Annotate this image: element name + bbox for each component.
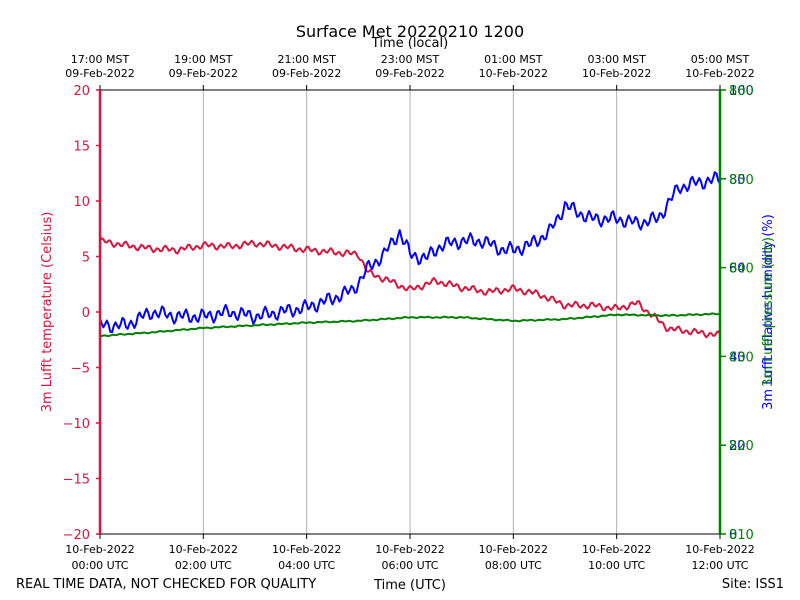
bottom-tick-date: 10-Feb-2022	[272, 543, 341, 556]
series-layer	[99, 171, 721, 339]
right-tick-label-humidity: 20	[729, 439, 746, 454]
right-tick-label-pressure: 840	[729, 262, 754, 277]
series-line-pressure	[99, 312, 721, 338]
bottom-tick-time: 00:00 UTC	[71, 559, 128, 572]
top-tick-time: 05:00 MST	[691, 53, 750, 66]
right-axis-label-pressure: 3m Lufft pressure (mb)	[761, 237, 776, 387]
top-tick-date: 09-Feb-2022	[375, 67, 444, 80]
vertical-gridlines	[202, 90, 618, 534]
bottom-tick-date: 10-Feb-2022	[65, 543, 134, 556]
top-tick-time: 21:00 MST	[277, 53, 336, 66]
bottom-tick-time: 02:00 UTC	[175, 559, 232, 572]
left-tick-label: 15	[73, 140, 90, 155]
left-axis-label: 3m Lufft temperature (Celsius)	[40, 212, 55, 413]
bottom-tick-time: 04:00 UTC	[278, 559, 335, 572]
bottom-tick-date: 10-Feb-2022	[685, 543, 754, 556]
left-tick-label: 10	[73, 195, 90, 210]
series-line-temperature	[99, 237, 721, 339]
left-tick-label: −5	[71, 362, 90, 377]
left-tick-label: 5	[82, 251, 90, 266]
right-axis-label-humidity: 3m Lufft relative humidity (%)	[761, 214, 776, 410]
right-tick-label-pressure: 860	[729, 84, 754, 99]
right-tick-label-humidity: 40	[729, 350, 746, 365]
right-tick-label-pressure: 850	[729, 173, 754, 188]
top-axis-label: Time (local)	[371, 36, 448, 51]
left-tick-label: 20	[73, 84, 90, 99]
series-line-humidity	[99, 171, 721, 334]
bottom-tick-date: 10-Feb-2022	[479, 543, 548, 556]
top-tick-date: 09-Feb-2022	[272, 67, 341, 80]
bottom-tick-date: 10-Feb-2022	[582, 543, 651, 556]
left-tick-label: −20	[63, 528, 90, 543]
top-tick-time: 19:00 MST	[174, 53, 233, 66]
site-label: Site: ISS1	[722, 577, 784, 592]
right-tick-label-humidity: 100	[729, 84, 754, 99]
bottom-tick-date: 10-Feb-2022	[169, 543, 238, 556]
bottom-axis-ticks: 10-Feb-2022 00:00 UTC 10-Feb-2022 02:00 UTC…	[65, 534, 755, 572]
top-tick-date: 10-Feb-2022	[479, 67, 548, 80]
left-axis-ticks: 20 15 10 5 0 −5 −10 −15 −20	[63, 84, 100, 543]
top-tick-date: 09-Feb-2022	[65, 67, 134, 80]
right-tick-label-pressure: 830	[729, 350, 754, 365]
bottom-tick-time: 12:00 UTC	[691, 559, 748, 572]
right-tick-label-pressure: 810	[729, 528, 754, 543]
left-tick-label: −15	[63, 473, 90, 488]
top-tick-time: 03:00 MST	[587, 53, 646, 66]
left-tick-label: 0	[82, 306, 90, 321]
right-tick-label-pressure: 820	[729, 439, 754, 454]
top-tick-date: 10-Feb-2022	[582, 67, 651, 80]
top-tick-time: 17:00 MST	[71, 53, 130, 66]
quality-disclaimer: REAL TIME DATA, NOT CHECKED FOR QUALITY	[16, 577, 316, 592]
top-tick-date: 09-Feb-2022	[169, 67, 238, 80]
bottom-tick-time: 10:00 UTC	[588, 559, 645, 572]
right-tick-label-humidity: 80	[729, 173, 746, 188]
bottom-axis-label: Time (UTC)	[373, 578, 446, 593]
bottom-tick-date: 10-Feb-2022	[375, 543, 444, 556]
right-tick-label-humidity: 0	[729, 528, 737, 543]
top-tick-time: 23:00 MST	[381, 53, 440, 66]
chart-title: Surface Met 20220210 1200	[296, 22, 524, 41]
top-tick-time: 01:00 MST	[484, 53, 543, 66]
bottom-tick-time: 08:00 UTC	[485, 559, 542, 572]
top-tick-date: 10-Feb-2022	[685, 67, 754, 80]
right-tick-label-humidity: 60	[729, 262, 746, 277]
bottom-tick-time: 06:00 UTC	[381, 559, 438, 572]
left-tick-label: −10	[63, 417, 90, 432]
